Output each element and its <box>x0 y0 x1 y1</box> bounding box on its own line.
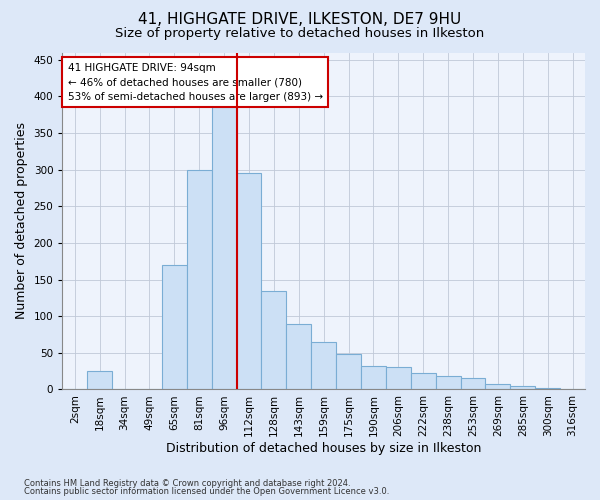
Text: 41, HIGHGATE DRIVE, ILKESTON, DE7 9HU: 41, HIGHGATE DRIVE, ILKESTON, DE7 9HU <box>139 12 461 28</box>
Text: 41 HIGHGATE DRIVE: 94sqm
← 46% of detached houses are smaller (780)
53% of semi-: 41 HIGHGATE DRIVE: 94sqm ← 46% of detach… <box>68 62 323 102</box>
Bar <box>236 174 262 390</box>
Bar <box>436 376 461 390</box>
Bar <box>87 371 112 390</box>
Bar <box>411 374 436 390</box>
Bar <box>187 170 212 390</box>
Bar <box>386 368 411 390</box>
Y-axis label: Number of detached properties: Number of detached properties <box>15 122 28 320</box>
Bar <box>461 378 485 390</box>
Bar <box>311 342 336 390</box>
Text: Size of property relative to detached houses in Ilkeston: Size of property relative to detached ho… <box>115 28 485 40</box>
Bar <box>162 265 187 390</box>
Bar <box>286 324 311 390</box>
Bar <box>212 108 236 390</box>
Text: Contains public sector information licensed under the Open Government Licence v3: Contains public sector information licen… <box>24 487 389 496</box>
Bar <box>511 386 535 390</box>
Bar <box>535 388 560 390</box>
Bar <box>336 354 361 390</box>
X-axis label: Distribution of detached houses by size in Ilkeston: Distribution of detached houses by size … <box>166 442 481 455</box>
Bar <box>361 366 386 390</box>
Text: Contains HM Land Registry data © Crown copyright and database right 2024.: Contains HM Land Registry data © Crown c… <box>24 478 350 488</box>
Bar <box>262 290 286 390</box>
Bar <box>485 384 511 390</box>
